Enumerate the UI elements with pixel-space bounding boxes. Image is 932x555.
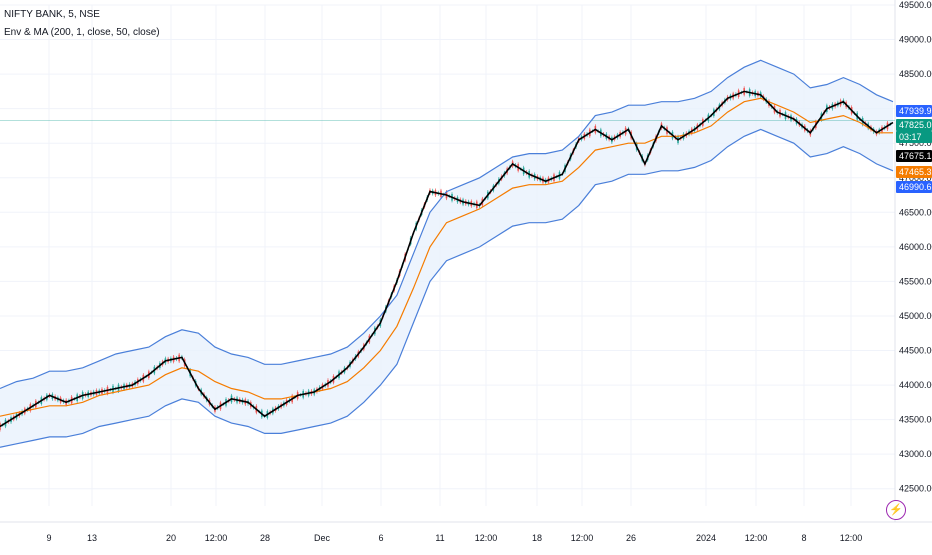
countdown-tag-bg	[896, 131, 932, 143]
fast-ma-tag: 47675.15	[899, 151, 932, 161]
last-price-tag: 47825.05	[899, 120, 932, 130]
x-tick-label: 18	[532, 533, 542, 543]
y-tick-label: 44500.00	[899, 346, 932, 356]
upper-envelope-line	[0, 59, 894, 390]
lower-envelope-tag-bg	[896, 181, 932, 193]
y-tick-label: 49000.00	[899, 35, 932, 45]
x-tick-label: 28	[260, 533, 270, 543]
y-tick-label: 49500.00	[899, 0, 932, 10]
y-tick-label: 42500.00	[899, 484, 932, 494]
x-tick-label: 20	[166, 533, 176, 543]
x-tick-label: 12:00	[745, 533, 768, 543]
y-tick-label: 46000.00	[899, 242, 932, 252]
x-tick-label: 11	[435, 533, 444, 543]
lightning-icon[interactable]: ⚡	[886, 500, 906, 520]
upper-envelope-tag-bg	[896, 105, 932, 117]
x-tick-label: 12:00	[571, 533, 594, 543]
x-tick-label: 12:00	[475, 533, 498, 543]
lower-envelope-tag: 46990.66	[899, 182, 932, 192]
x-tick-label: 12:00	[205, 533, 228, 543]
y-tick-label: 44000.00	[899, 380, 932, 390]
x-tick-label: 8	[801, 533, 806, 543]
x-tick-label: 9	[46, 533, 51, 543]
x-tick-label: 13	[87, 533, 97, 543]
x-tick-label: 2024	[696, 533, 716, 543]
ma-tag: 47465.32	[899, 167, 932, 177]
y-tick-label: 43500.00	[899, 415, 932, 425]
x-tick-label: 12:00	[840, 533, 863, 543]
y-tick-label: 45500.00	[899, 276, 932, 286]
price-line	[0, 90, 894, 428]
moving-average-line	[0, 97, 893, 417]
x-tick-label: Dec	[314, 533, 331, 543]
x-tick-label: 26	[626, 533, 636, 543]
upper-envelope-tag: 47939.97	[899, 106, 932, 116]
lower-envelope-line	[0, 128, 894, 448]
last-price-tag-bg	[896, 119, 932, 131]
y-tick-label: 45000.00	[899, 311, 932, 321]
fast-ma-tag-bg	[896, 150, 932, 162]
ma-tag-bg	[896, 166, 932, 178]
symbol-title[interactable]: NIFTY BANK, 5, NSE	[4, 9, 100, 20]
x-tick-label: 6	[378, 533, 383, 543]
y-tick-label: 48500.00	[899, 69, 932, 79]
indicator-legend[interactable]: Env & MA (200, 1, close, 50, close)	[4, 27, 160, 38]
y-tick-label: 46500.00	[899, 207, 932, 217]
y-tick-label: 43000.00	[899, 449, 932, 459]
y-tick-label: 47500.00	[899, 138, 932, 148]
envelope-fill	[0, 60, 893, 448]
countdown-tag: 03:17	[899, 132, 922, 142]
